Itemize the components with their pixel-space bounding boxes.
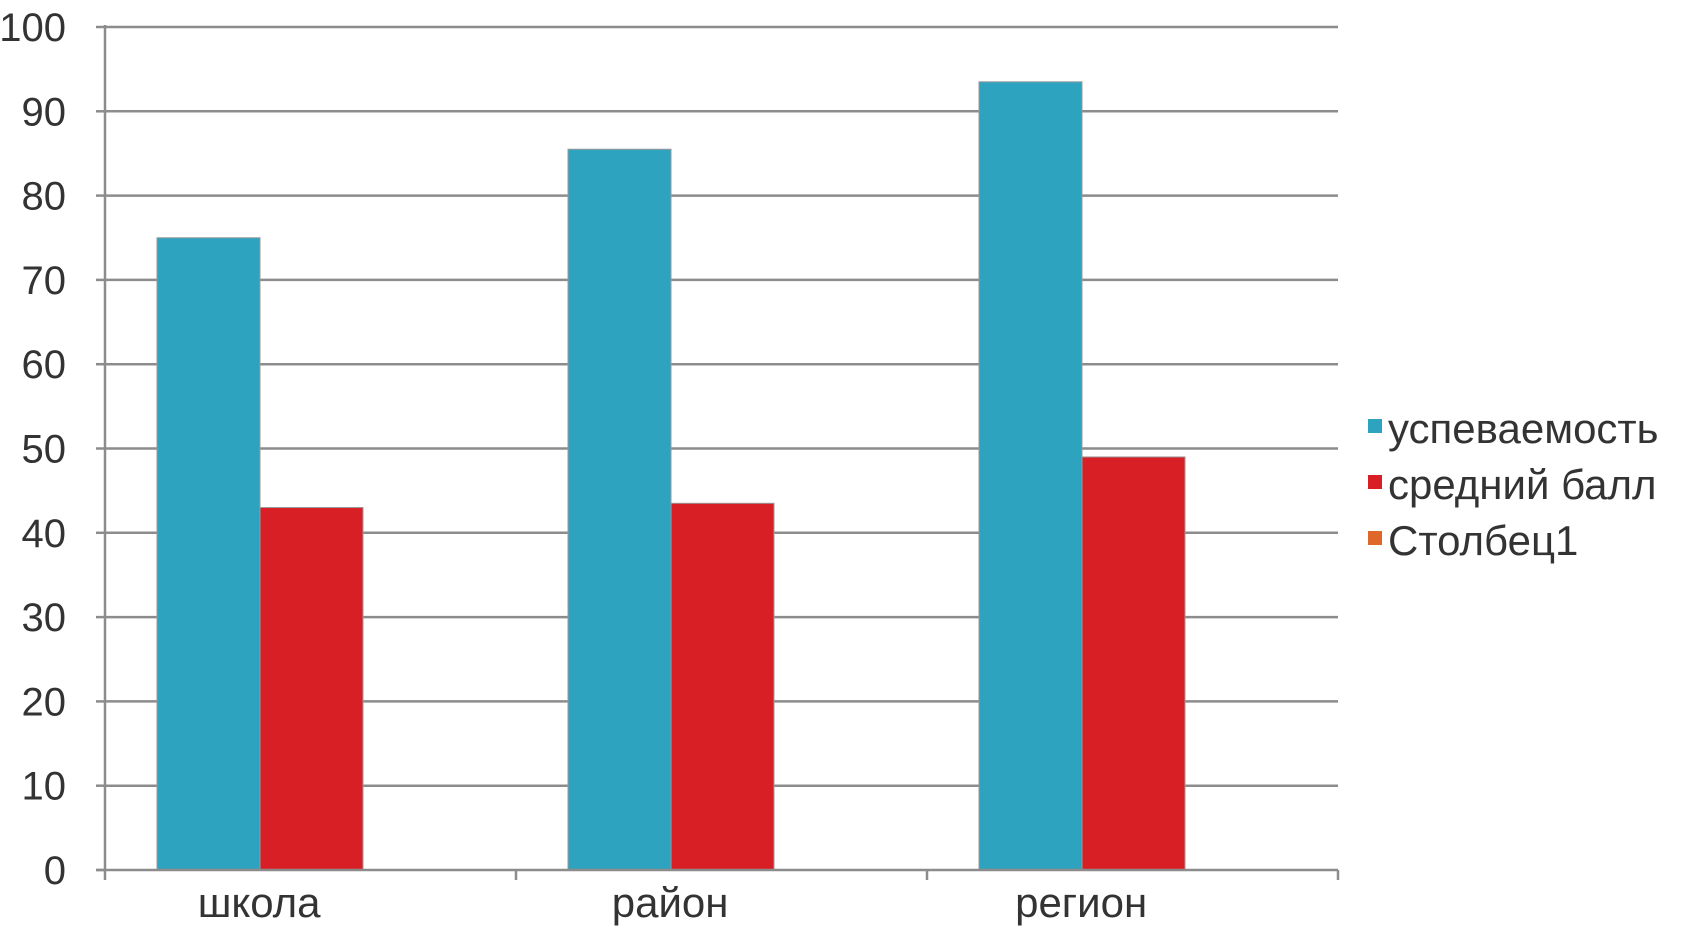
- bars: [156, 81, 1186, 871]
- legend-label: средний балл: [1388, 461, 1657, 508]
- y-tick-label: 10: [22, 765, 67, 809]
- x-category-label: регион: [1015, 879, 1147, 926]
- legend: успеваемость средний балл Столбец1: [1368, 405, 1659, 564]
- legend-swatch: [1368, 531, 1382, 545]
- y-tick-label: 100: [0, 6, 66, 50]
- bar-uspevaemost: [567, 148, 672, 871]
- legend-label: успеваемость: [1388, 405, 1659, 452]
- legend-label: Столбец1: [1388, 517, 1578, 564]
- y-tick-label: 60: [22, 343, 67, 387]
- axes: [96, 25, 1340, 880]
- y-tick-labels: 0 10 20 30 40 50 60 70 80 90 100: [0, 6, 66, 893]
- bar-sredniy-ball: [670, 502, 775, 871]
- y-tick-label: 0: [44, 849, 66, 893]
- y-tick-label: 70: [22, 259, 67, 303]
- y-tick-label: 90: [22, 90, 67, 134]
- bar-uspevaemost: [156, 237, 261, 871]
- y-tick-label: 50: [22, 428, 67, 472]
- legend-swatch: [1368, 475, 1382, 489]
- x-category-label: школа: [198, 879, 321, 926]
- y-tick-label: 20: [22, 680, 67, 724]
- bar-sredniy-ball: [259, 507, 364, 871]
- y-tick-label: 30: [22, 596, 67, 640]
- legend-swatch: [1368, 419, 1382, 433]
- x-category-labels: школа район регион: [198, 879, 1147, 926]
- y-tick-label: 80: [22, 175, 67, 219]
- bar-uspevaemost: [978, 81, 1083, 871]
- y-tick-label: 40: [22, 512, 67, 556]
- x-category-label: район: [612, 879, 729, 926]
- bar-sredniy-ball: [1081, 456, 1186, 871]
